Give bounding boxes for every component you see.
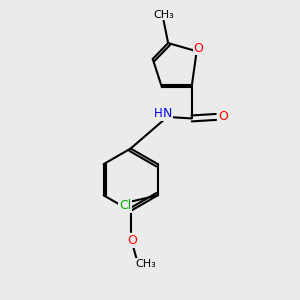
Text: O: O (218, 110, 228, 123)
Text: O: O (127, 234, 137, 247)
Text: H: H (154, 107, 163, 121)
Text: N: N (163, 107, 172, 121)
Text: O: O (193, 42, 203, 55)
Text: CH₃: CH₃ (153, 10, 174, 20)
Text: CH₃: CH₃ (135, 259, 156, 269)
Text: Cl: Cl (119, 199, 131, 212)
